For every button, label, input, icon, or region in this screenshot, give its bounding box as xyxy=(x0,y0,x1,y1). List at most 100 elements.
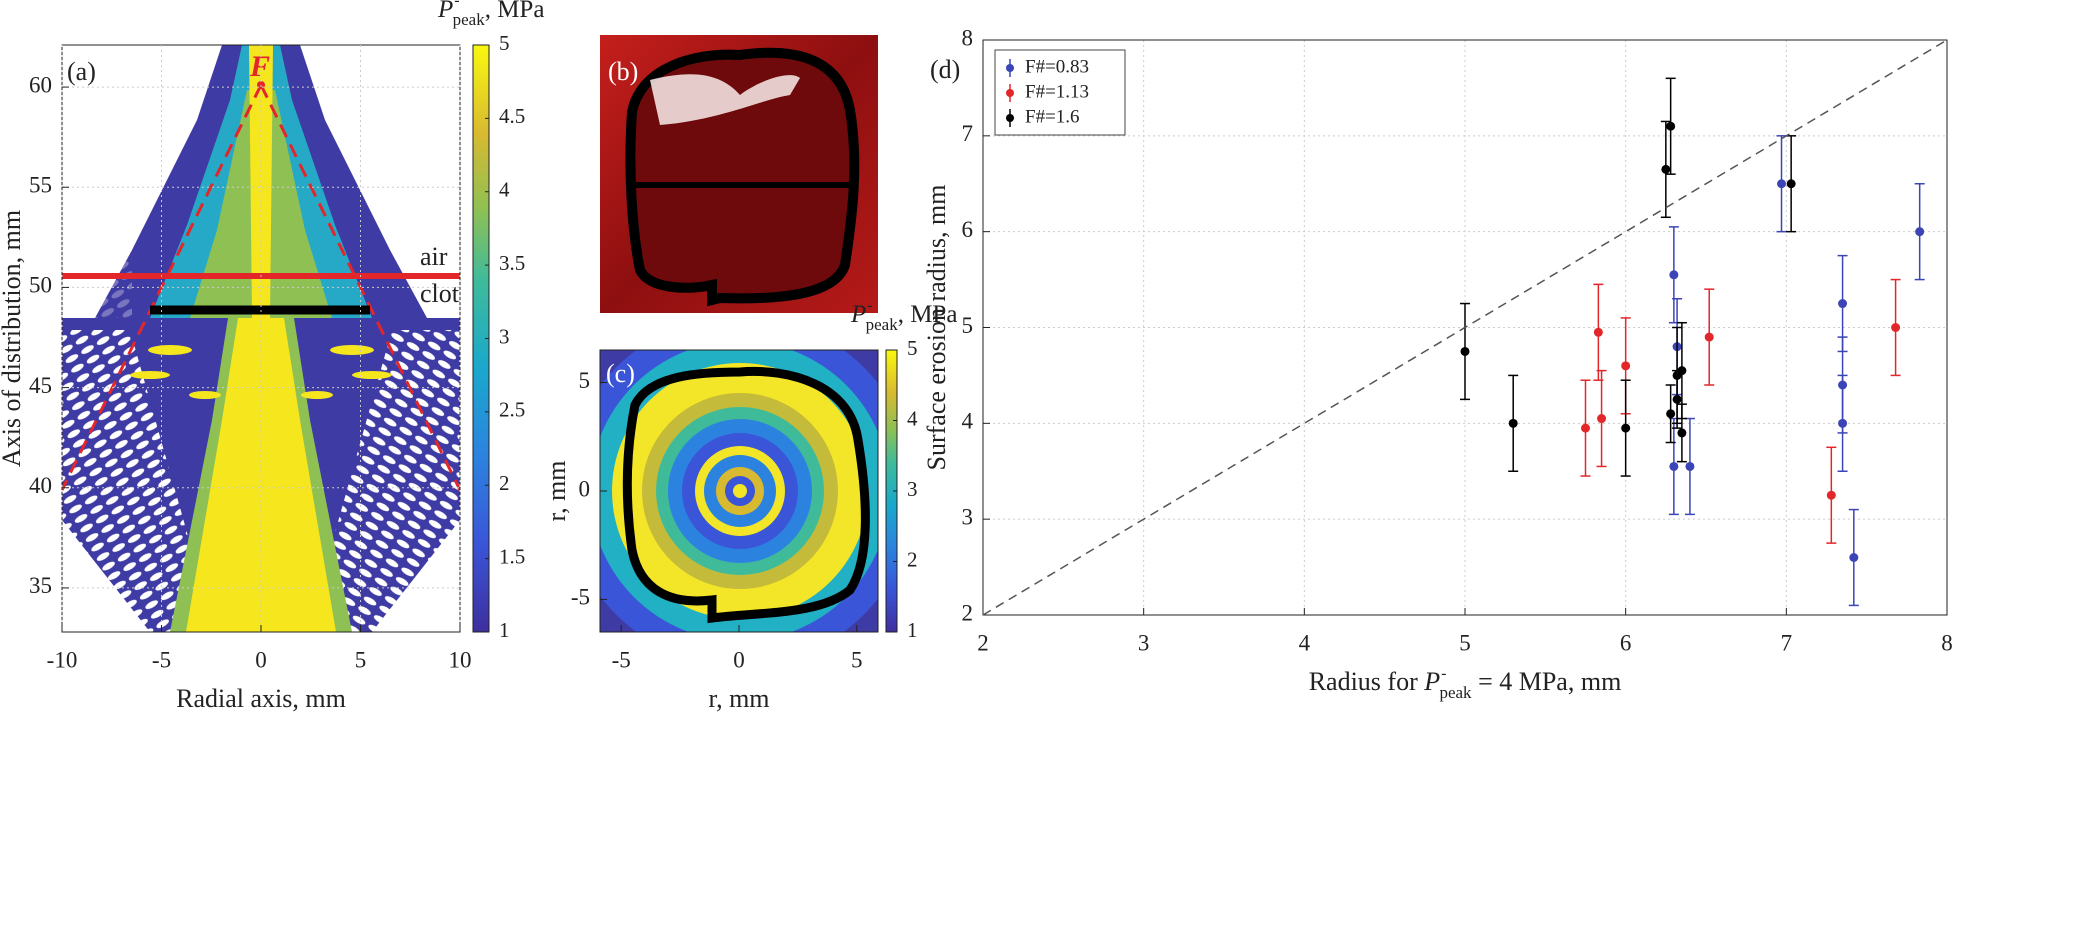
y-tick-label: 0 xyxy=(579,476,591,501)
photo xyxy=(600,35,878,313)
ring-map xyxy=(600,350,878,632)
grid xyxy=(61,45,461,632)
x-tick-label: -5 xyxy=(612,647,631,672)
legend-swatch xyxy=(1006,89,1014,97)
colorbar-label: P-peak, MPa xyxy=(850,297,957,334)
x-tick-label: 2 xyxy=(977,630,989,655)
y-tick-label: 55 xyxy=(29,173,52,198)
colorbar-tick-label: 3 xyxy=(907,477,918,501)
colorbar-tick-label: 3 xyxy=(499,324,510,348)
label-part: Radius for xyxy=(1309,667,1425,696)
legend-label: F#=0.83 xyxy=(1025,56,1089,77)
x-axis-label: Radial axis, mm xyxy=(176,684,346,713)
y-axis-label: Surface erosion radius, mm xyxy=(922,185,951,471)
label-part: P xyxy=(437,0,453,23)
label-part: - xyxy=(454,0,459,9)
legend-label: F#=1.6 xyxy=(1025,106,1080,127)
colorbar-tick-label: 2 xyxy=(499,471,510,495)
point xyxy=(1597,414,1607,424)
point xyxy=(1666,409,1676,419)
point xyxy=(1581,423,1590,433)
point xyxy=(1704,332,1714,342)
label-part: peak xyxy=(866,315,899,334)
point xyxy=(1666,121,1676,131)
colorbar-tick-label: 4.5 xyxy=(499,104,525,128)
y-tick-label: 3 xyxy=(962,504,974,529)
x-tick-label: 0 xyxy=(255,647,267,672)
legend-label: F#=1.13 xyxy=(1025,81,1089,102)
x-axis-label: r, mm xyxy=(708,684,769,713)
y-tick-label: 4 xyxy=(962,409,974,434)
x-tick-label: 5 xyxy=(1459,630,1471,655)
x-tick-label: 10 xyxy=(449,647,472,672)
x-tick-label: 7 xyxy=(1781,630,1793,655)
point xyxy=(1786,179,1796,189)
x-tick-label: 3 xyxy=(1138,630,1150,655)
y-tick-label: 45 xyxy=(29,373,52,398)
y-tick-label: 35 xyxy=(29,573,52,598)
y-tick-label: 5 xyxy=(579,368,591,393)
y-axis-label: r, mm xyxy=(542,460,571,521)
point xyxy=(1849,553,1859,562)
reference-line xyxy=(982,39,1948,616)
colorbar-label: P-peak, MPa xyxy=(437,0,544,29)
label-part: , MPa xyxy=(485,0,545,23)
y-tick-label: 40 xyxy=(29,473,52,498)
x-tick-label: 4 xyxy=(1299,630,1311,655)
y-tick-label: 50 xyxy=(29,273,52,298)
y-axis-label: Axis of distribution, mm xyxy=(0,210,26,467)
colorbar-tick-label: 2.5 xyxy=(499,398,525,422)
y-tick-label: -5 xyxy=(571,585,590,610)
point xyxy=(1891,323,1901,332)
colorbar-tick-label: 1.5 xyxy=(499,544,525,568)
point xyxy=(1915,227,1925,237)
point xyxy=(1621,423,1631,433)
y-tick-label: 8 xyxy=(962,25,974,50)
label-part: P xyxy=(1423,667,1440,696)
panel-label: (c) xyxy=(606,359,635,388)
point xyxy=(1593,327,1603,337)
x-tick-label: 8 xyxy=(1941,630,1953,655)
colorbar-tick-label: 2 xyxy=(907,547,918,571)
annotation: F xyxy=(249,50,270,83)
legend-swatch xyxy=(1006,114,1014,122)
point xyxy=(1838,418,1848,428)
point xyxy=(1677,428,1687,438)
label-part: - xyxy=(867,297,872,314)
annotation: clot xyxy=(420,279,460,308)
colorbar-tick-label: 3.5 xyxy=(499,251,525,275)
label-part: P xyxy=(850,301,866,328)
point xyxy=(1669,270,1679,280)
point xyxy=(1669,461,1679,471)
point xyxy=(1621,361,1631,371)
colorbar-tick-label: 5 xyxy=(907,336,918,360)
point xyxy=(1838,299,1848,309)
point xyxy=(1826,490,1836,500)
x-tick-label: -10 xyxy=(47,647,78,672)
label-part: peak xyxy=(1439,683,1472,702)
y-tick-label: 60 xyxy=(29,72,52,97)
legend-swatch xyxy=(1006,64,1014,72)
field-map xyxy=(62,45,460,632)
label-part: - xyxy=(1441,665,1446,682)
colorbar-tick-label: 5 xyxy=(499,31,510,55)
annotation: air xyxy=(420,242,448,271)
colorbar-tick-label: 4 xyxy=(907,406,918,430)
x-tick-label: 5 xyxy=(355,647,367,672)
y-tick-label: 2 xyxy=(962,600,974,625)
point xyxy=(1460,346,1470,356)
point xyxy=(1777,179,1787,189)
label-part: peak xyxy=(453,10,486,29)
colorbar-tick-label: 1 xyxy=(499,618,510,642)
x-tick-label: 5 xyxy=(851,647,863,672)
legend-box xyxy=(994,49,1126,136)
panel-label: (d) xyxy=(930,55,960,84)
panel-label: (b) xyxy=(608,57,638,86)
x-tick-label: -5 xyxy=(152,647,171,672)
point xyxy=(1508,418,1518,428)
label-part: = 4 MPa, mm xyxy=(1472,667,1622,696)
x-tick-label: 0 xyxy=(733,647,745,672)
point xyxy=(1677,366,1687,376)
colorbar-tick-label: 1 xyxy=(907,618,918,642)
